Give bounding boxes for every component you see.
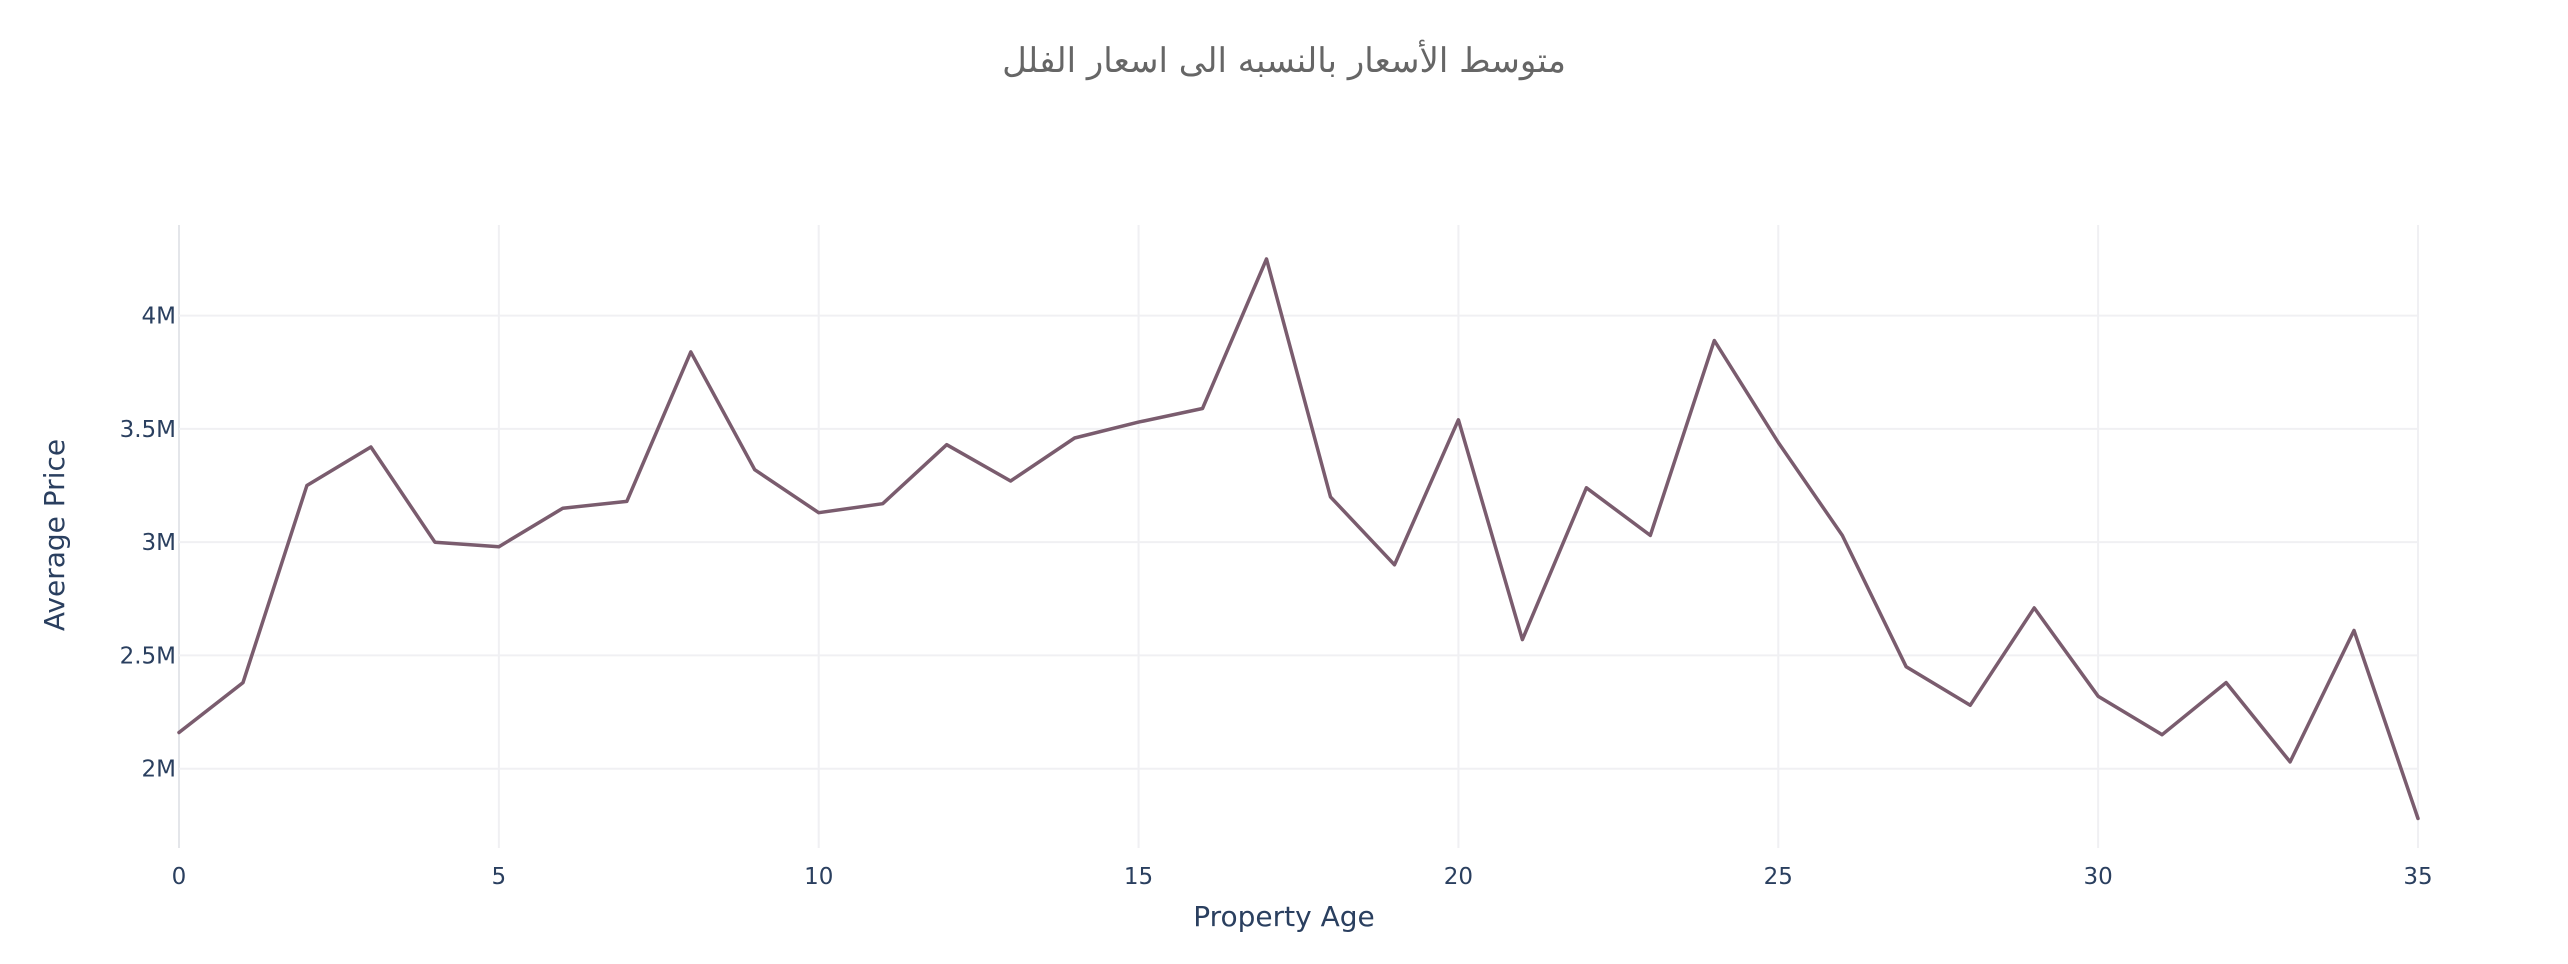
tick-label-layer: 0 5 10 15 20 25 30 35 2M 2.5M 3M 3.5M 4M [120,304,2433,890]
data-point [2096,694,2100,698]
data-point [2160,733,2164,737]
data-point [753,468,757,472]
data-point [369,445,373,449]
data-point [1073,436,1077,440]
data-point [1265,257,1269,261]
data-point [1201,407,1205,411]
data-point [1392,563,1396,567]
data-point [1968,703,1972,707]
y-tick-label: 3M [142,530,176,556]
x-axis-title: Property Age [1193,900,1375,933]
series-layer [177,257,2420,821]
data-point [177,730,181,734]
data-point [817,511,821,515]
data-point [1328,495,1332,499]
series-line [177,257,2420,821]
data-point [2288,760,2292,764]
chart-title: متوسط الأسعار بالنسبه الى اسعار الفلل [1002,39,1566,81]
x-tick-label: 5 [492,864,507,890]
data-point [561,506,565,510]
data-point [433,540,437,544]
y-axis-title: Average Price [38,439,71,631]
data-point [1584,486,1588,490]
x-tick-label: 20 [1444,864,1473,890]
y-tick-label: 2M [142,757,176,783]
x-tick-label: 30 [2084,864,2113,890]
x-tick-label: 35 [2403,864,2432,890]
data-point [1137,420,1141,424]
data-point [2416,817,2420,821]
data-point [1456,418,1460,422]
data-point [945,443,949,447]
data-point [2224,681,2228,685]
data-point [689,350,693,354]
data-point [2032,606,2036,610]
y-tick-label: 2.5M [120,643,176,669]
x-tick-label: 25 [1764,864,1793,890]
y-tick-label: 3.5M [120,417,176,443]
data-point [881,502,885,506]
data-point [1520,638,1524,642]
data-point [497,545,501,549]
data-point [241,681,245,685]
x-tick-label: 10 [804,864,833,890]
x-tick-label: 15 [1124,864,1153,890]
data-point [1712,339,1716,343]
x-tick-label: 0 [172,864,187,890]
data-point [2352,629,2356,633]
data-point [1776,440,1780,444]
data-point [625,499,629,503]
data-point [1009,479,1013,483]
data-point [1648,533,1652,537]
grid-layer [178,225,2419,848]
data-point [305,484,309,488]
data-point [1840,533,1844,537]
data-point [1904,665,1908,669]
y-tick-label: 4M [142,304,176,330]
